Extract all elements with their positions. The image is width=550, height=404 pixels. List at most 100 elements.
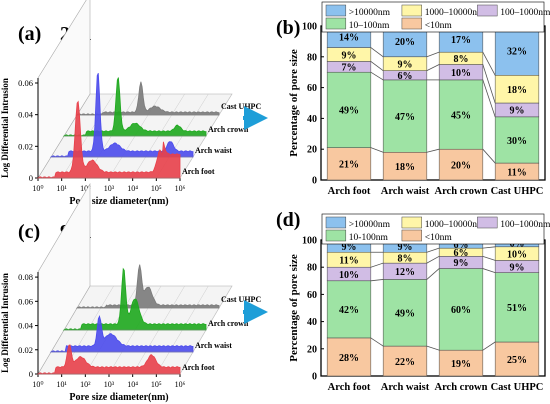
psd-curve-2 (62, 267, 207, 331)
legend-label: >10000nm (349, 220, 391, 230)
y-tick-label: 0.06 (18, 78, 33, 88)
x-tick-label: Arch foot (328, 186, 371, 197)
connector-line (370, 47, 384, 58)
x-tick-label: Arch crown (435, 186, 488, 197)
x-tick-label: 10⁰ (32, 380, 43, 389)
data-label: 8% (454, 54, 469, 65)
y-axis-label: Percentage of pore size (288, 254, 300, 362)
data-label: 9% (454, 258, 469, 269)
data-label: 17% (451, 35, 471, 46)
connector-line (482, 268, 496, 274)
connector-line (370, 147, 384, 153)
psd-curve-1 (49, 315, 194, 353)
connector-line (482, 79, 496, 117)
y-tick-label: 0 (312, 176, 317, 187)
legend-swatch (325, 216, 347, 229)
x-tick-label: 10⁴ (127, 184, 138, 193)
data-label: 6% (398, 71, 413, 82)
bar-segment (494, 25, 540, 76)
legend-swatch (325, 4, 347, 17)
y-tick-label: 0.02 (18, 141, 33, 151)
legend-swatch (325, 17, 347, 30)
x-tick-label: Arch foot (328, 382, 371, 393)
data-label: 7% (342, 63, 357, 74)
connector-line (426, 64, 440, 72)
legend-label: 10–100nm (349, 21, 390, 31)
data-label: 19% (451, 359, 471, 370)
bar-segment (438, 268, 484, 351)
bar-segment (382, 152, 428, 181)
data-label: 20% (451, 160, 471, 171)
legend-swatch (477, 4, 498, 17)
legend-swatch (401, 216, 422, 229)
bar-segment (382, 345, 428, 377)
connector-line (426, 51, 440, 58)
data-label: 9% (510, 262, 525, 273)
x-axis-label: Pore size diameter(nm) (69, 196, 168, 207)
y-tick-label: 0.06 (18, 296, 33, 306)
y-tick-label: 60 (307, 83, 317, 94)
x-tick-label: Arch waist (381, 186, 430, 197)
y-tick-label: 0.02 (18, 345, 33, 355)
connector-line (482, 51, 496, 76)
x-tick-label: Cast UHPC (491, 382, 544, 393)
series-label: Arch waist (195, 146, 232, 155)
data-label: 12% (395, 267, 415, 278)
data-label: 11% (507, 167, 526, 178)
y-axis-label: Percentage of pore size (288, 49, 300, 157)
x-tick-label: 10¹ (56, 380, 67, 389)
legend-label: 1000–10000nm (425, 220, 485, 230)
legend-box (321, 1, 545, 33)
data-label: 22% (395, 357, 415, 368)
connector-line (370, 337, 384, 347)
data-label: 6% (454, 240, 469, 251)
data-label: 21% (339, 160, 359, 171)
y-axis-label: Log Differential Intrusion (0, 78, 10, 178)
y-tick-label: 20 (307, 145, 317, 156)
connector-line (482, 148, 496, 164)
data-label: 6% (454, 248, 469, 259)
data-label: 10% (451, 68, 471, 79)
x-tick-label: 10⁵ (151, 184, 162, 193)
data-label: 30% (507, 136, 527, 147)
connector-line (482, 64, 496, 104)
x-tick-label: 10² (80, 380, 91, 389)
data-label: 60% (451, 305, 471, 316)
panel-d-tag: (d) (276, 209, 300, 231)
psd-curve-0 (36, 344, 181, 375)
legend-label: 100–1000nm (500, 220, 550, 230)
data-label: 42% (339, 305, 359, 316)
data-label: 9% (510, 106, 525, 117)
connector-line (426, 255, 440, 264)
x-axis-label: Pore size diameter(nm) (69, 392, 168, 403)
data-label: 14% (339, 33, 359, 44)
connector-line (482, 255, 496, 261)
data-label: 8% (398, 253, 413, 264)
panel-b-tag: (b) (276, 17, 300, 39)
y-tick-label: 0 (29, 173, 33, 183)
data-label: 51% (507, 303, 527, 314)
series-label: Arch crown (208, 125, 249, 134)
connector-line (482, 246, 496, 249)
bar-segment (326, 147, 372, 181)
legend-swatch (477, 216, 498, 229)
connector-line (370, 279, 384, 282)
x-tick-label: 10⁰ (32, 184, 43, 193)
connector-line (370, 71, 384, 81)
stacked-bar-panel-28d: (b) 0 20 40 60 80 100 Percentage of pore size 2… (276, 1, 550, 197)
data-label: 9% (398, 242, 413, 253)
psd-curve-0 (36, 100, 181, 179)
x-tick-label: 10² (80, 184, 91, 193)
bar-segment (438, 349, 484, 377)
data-label: 9% (398, 60, 413, 71)
y-tick-label: 0.04 (18, 110, 34, 120)
connector-line (426, 148, 440, 153)
data-label: 10% (339, 270, 359, 281)
bar-segment (438, 148, 484, 181)
bar-segment (382, 79, 428, 153)
y-tick-label: 100 (302, 22, 317, 33)
x-tick-label: 10¹ (56, 184, 67, 193)
